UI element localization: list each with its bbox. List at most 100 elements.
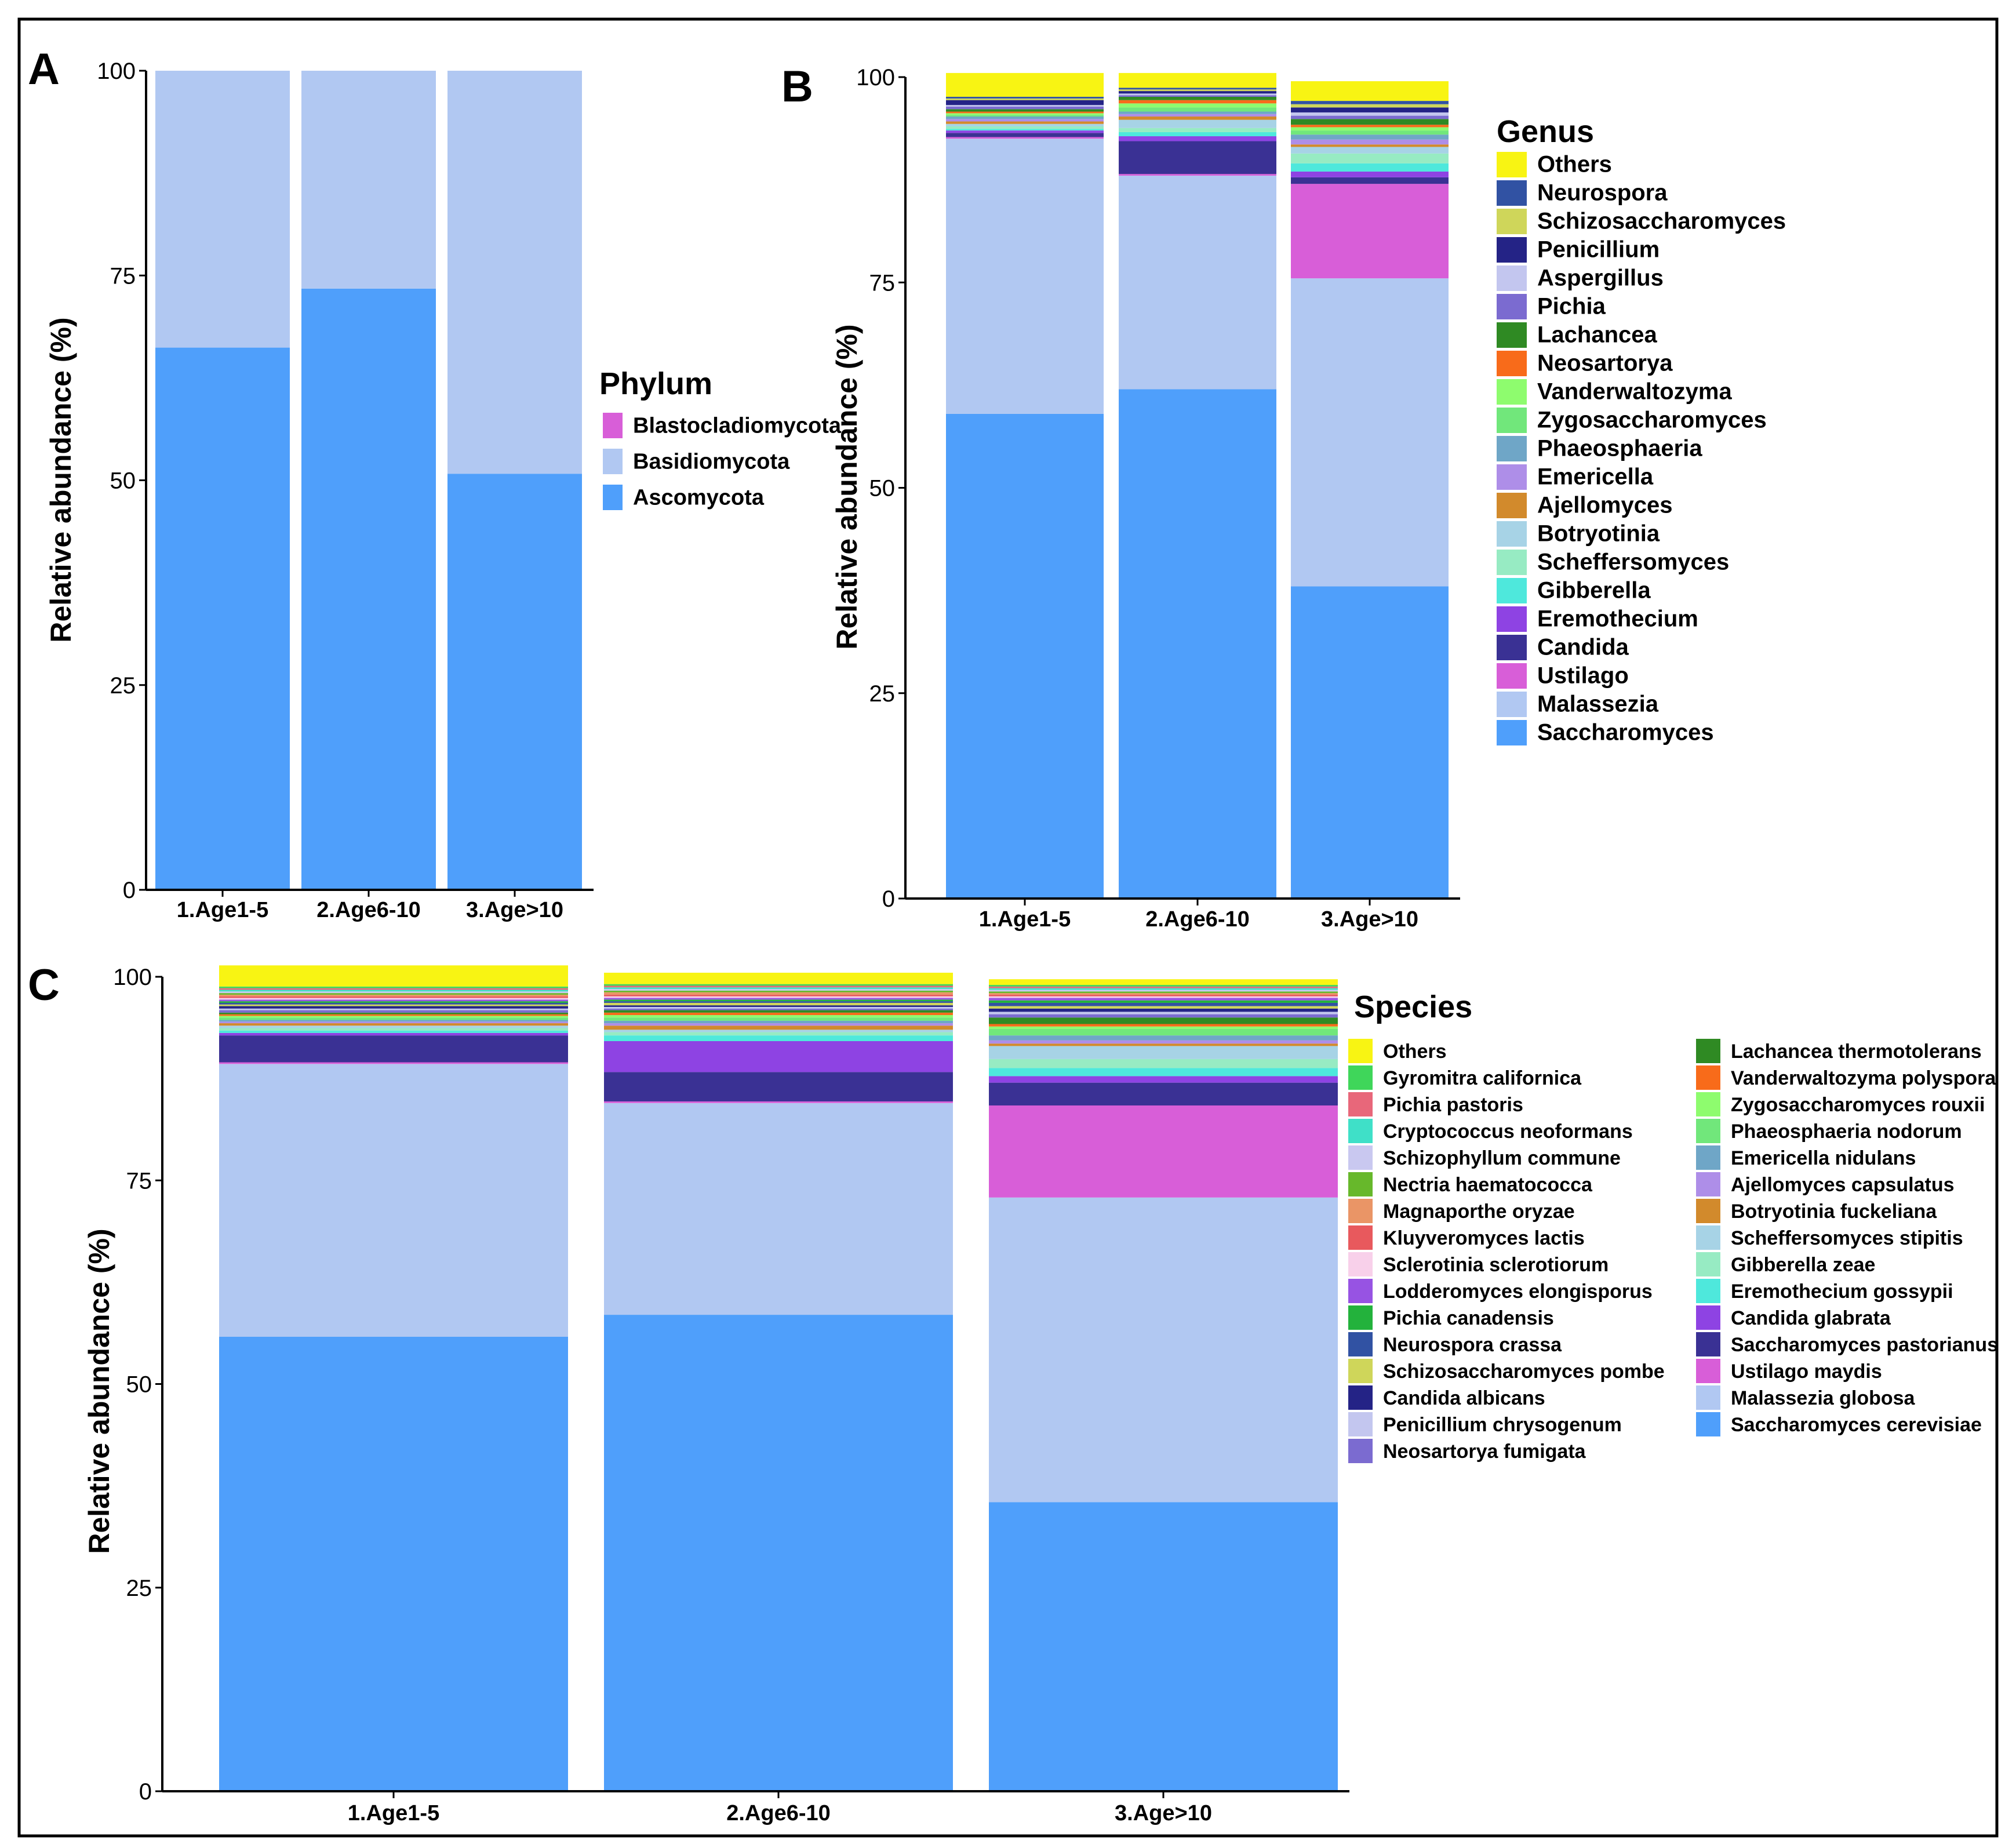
panel-b-bar-3-age-10-phaeosphaeria bbox=[1291, 134, 1449, 140]
panel-c-bar-3-age-10-phaeosphaeria-nodorum bbox=[989, 1028, 1338, 1036]
panel-c-legend-label-lodderomyces-elongisporus: Lodderomyces elongisporus bbox=[1383, 1281, 1653, 1303]
panel-b-bar-1-age1-5-emericella bbox=[946, 119, 1104, 122]
panel-c-bar-3-age-10-emericella-nidulans bbox=[989, 1035, 1338, 1041]
panel-a-y-tick-label-25: 25 bbox=[110, 673, 136, 699]
panel-c-bar-2-age6-10-penicillium-chrysogenum bbox=[604, 1006, 953, 1009]
panel-c-legend-label-magnaporthe-oryzae: Magnaporthe oryzae bbox=[1383, 1201, 1575, 1223]
panel-c-x-tick-label-2-age6-10: 2.Age6-10 bbox=[726, 1801, 831, 1825]
panel-b-bar-1-age1-5-botryotinia bbox=[946, 123, 1104, 127]
panel-b-legend-title: Genus bbox=[1497, 114, 1594, 149]
panel-b-chart: 0 25 50 75 100 1.Age1-5 2.Age6-10 3.Age>10 Relat… bbox=[831, 65, 1786, 932]
panel-a-bar-1-age1-5-ascomycota bbox=[155, 347, 290, 890]
panel-c-legend-label-phaeosphaeria-nodorum: Phaeosphaeria nodorum bbox=[1731, 1121, 1962, 1143]
panel-c-y-tick-label-75: 75 bbox=[126, 1168, 152, 1194]
panel-c-bar-1-age1-5-phaeosphaeria-nodorum bbox=[219, 1017, 568, 1020]
panel-c-bar-3-age-10-malassezia-globosa bbox=[989, 1197, 1338, 1503]
panel-b-y-axis-label: Relative abundance (%) bbox=[831, 324, 863, 649]
panel-b-bar-1-age1-5-pichia bbox=[946, 107, 1104, 110]
panel-b-legend-label-pichia: Pichia bbox=[1537, 293, 1606, 319]
panel-c-bar-2-age6-10-malassezia-globosa bbox=[604, 1103, 953, 1315]
panel-b-legend-swatch-penicillium bbox=[1497, 237, 1527, 263]
panel-c-legend-swatch-emericella-nidulans bbox=[1696, 1145, 1720, 1170]
panel-b-bar-2-age6-10-zygosaccharomyces bbox=[1119, 107, 1276, 112]
panel-a-legend-swatch-blastocladiomycota bbox=[603, 413, 623, 438]
panel-b-bar-1-age1-5-malassezia bbox=[946, 139, 1104, 414]
panel-b-bar-2-age6-10-penicillium bbox=[1119, 91, 1276, 94]
panel-c-legend-label-cryptococcus-neoformans: Cryptococcus neoformans bbox=[1383, 1121, 1633, 1143]
panel-c-legend-swatch-ajellomyces-capsulatus bbox=[1696, 1172, 1720, 1196]
panel-c-bar-3-age-10-nectria-haematococca bbox=[989, 991, 1338, 994]
panel-b-bar-1-age1-5-penicillium bbox=[946, 100, 1104, 106]
panel-b-legend-label-scheffersomyces: Scheffersomyces bbox=[1537, 549, 1729, 574]
panel-c-bar-1-age1-5-others bbox=[219, 965, 568, 987]
panel-b-bar-3-age-10-neurospora bbox=[1291, 101, 1449, 104]
panel-a-legend-label-ascomycota: Ascomycota bbox=[633, 485, 765, 510]
panel-b-bar-2-age6-10-lachancea bbox=[1119, 97, 1276, 100]
panel-c-bar-3-age-10-candida-glabrata bbox=[989, 1076, 1338, 1083]
panel-c-bar-2-age6-10-botryotinia-fuckeliana bbox=[604, 1025, 953, 1030]
panel-c-legend-swatch-scheffersomyces-stipitis bbox=[1696, 1225, 1720, 1250]
panel-c-legend-label-sclerotinia-sclerotiorum: Sclerotinia sclerotiorum bbox=[1383, 1254, 1609, 1276]
panel-c-bar-3-age-10-penicillium-chrysogenum bbox=[989, 1012, 1338, 1014]
panel-b-bar-2-age6-10-vanderwaltozyma bbox=[1119, 103, 1276, 108]
panel-a-y-tick-label-0: 0 bbox=[123, 878, 136, 903]
panel-c-legend-swatch-neosartorya-fumigata bbox=[1348, 1439, 1373, 1463]
panel-letter-a: A bbox=[28, 45, 60, 94]
panel-c-legend-label-neosartorya-fumigata: Neosartorya fumigata bbox=[1383, 1441, 1586, 1463]
panel-c-bar-3-age-10-ustilago-maydis bbox=[989, 1105, 1338, 1198]
panel-b-legend-label-gibberella: Gibberella bbox=[1537, 577, 1651, 603]
panel-b-bar-1-age1-5-candida bbox=[946, 133, 1104, 137]
panel-b-bar-3-age-10-zygosaccharomyces bbox=[1291, 130, 1449, 135]
panel-a-bar-3-age-10-ascomycota bbox=[447, 474, 582, 890]
panel-c-legend-label-schizophyllum-commune: Schizophyllum commune bbox=[1383, 1147, 1621, 1169]
panel-c-bar-3-age-10-vanderwaltozyma-polyspora bbox=[989, 1024, 1338, 1027]
panel-c-bar-1-age1-5-malassezia-globosa bbox=[219, 1064, 568, 1337]
panel-b-bar-3-age-10-ustilago bbox=[1291, 184, 1449, 279]
panel-c-bar-2-age6-10-eremothecium-gossypii bbox=[604, 1035, 953, 1041]
panel-c-bar-2-age6-10-saccharomyces-cerevisiae bbox=[604, 1315, 953, 1791]
panel-b-bar-1-age1-5-phaeosphaeria bbox=[946, 117, 1104, 119]
panel-c-bar-2-age6-10-sclerotinia-sclerotiorum bbox=[604, 996, 953, 998]
panel-c-legend-label-candida-glabrata: Candida glabrata bbox=[1731, 1307, 1891, 1329]
panel-c-legend-label-neurospora-crassa: Neurospora crassa bbox=[1383, 1334, 1562, 1356]
panel-b-bar-1-age1-5-lachancea bbox=[946, 109, 1104, 112]
panel-b-bar-3-age-10-lachancea bbox=[1291, 119, 1449, 125]
panel-c-legend-label-vanderwaltozyma-polyspora: Vanderwaltozyma polyspora bbox=[1731, 1067, 1996, 1089]
panel-c-bar-3-age-10-eremothecium-gossypii bbox=[989, 1068, 1338, 1076]
panel-c-legend-swatch-nectria-haematococca bbox=[1348, 1172, 1373, 1196]
panel-c-bar-2-age6-10-neosartorya-fumigata bbox=[604, 1008, 953, 1010]
panel-b-legend-label-others: Others bbox=[1537, 151, 1612, 177]
panel-b-legend-label-vanderwaltozyma: Vanderwaltozyma bbox=[1537, 379, 1732, 404]
panel-b-bar-1-age1-5-vanderwaltozyma bbox=[946, 113, 1104, 115]
panel-b-legend-swatch-eremothecium bbox=[1497, 606, 1527, 632]
panel-c-bar-2-age6-10-schizophyllum-commune bbox=[604, 989, 953, 991]
panel-b-bar-2-age6-10-ustilago bbox=[1119, 174, 1276, 176]
panel-b-x-tick-label-1-age1-5: 1.Age1-5 bbox=[979, 907, 1071, 932]
panel-c-bar-3-age-10-botryotinia-fuckeliana bbox=[989, 1043, 1338, 1046]
panel-b-legend-label-aspergillus: Aspergillus bbox=[1537, 265, 1664, 290]
panel-c-bar-1-age1-5-cryptococcus-neoformans bbox=[219, 990, 568, 992]
panel-c-bar-2-age6-10-pichia-canadensis bbox=[604, 999, 953, 1002]
panel-a-y-tick-label-100: 100 bbox=[97, 59, 136, 84]
panel-c-bar-3-age-10-kluyveromyces-lactis bbox=[989, 994, 1338, 996]
panel-c-legend-swatch-kluyveromyces-lactis bbox=[1348, 1225, 1373, 1250]
panel-c-bar-1-age1-5-kluyveromyces-lactis bbox=[219, 996, 568, 998]
panel-c-legend-label-kluyveromyces-lactis: Kluyveromyces lactis bbox=[1383, 1227, 1585, 1249]
panel-c-legend-swatch-gyromitra-californica bbox=[1348, 1065, 1373, 1090]
panel-b-legend-swatch-saccharomyces bbox=[1497, 720, 1527, 745]
panel-c-bar-2-age6-10-zygosaccharomyces-rouxii bbox=[604, 1015, 953, 1018]
panel-b-legend-label-penicillium: Penicillium bbox=[1537, 237, 1660, 262]
panel-a-legend-label-basidiomycota: Basidiomycota bbox=[633, 449, 790, 474]
panel-c-bar-1-age1-5-eremothecium-gossypii bbox=[219, 1030, 568, 1033]
panel-b-legend-swatch-gibberella bbox=[1497, 578, 1527, 603]
panel-c-legend-swatch-schizophyllum-commune bbox=[1348, 1145, 1373, 1170]
panel-c-x-tick-label-3-age-10: 3.Age>10 bbox=[1115, 1801, 1212, 1825]
panel-b-legend-swatch-neosartorya bbox=[1497, 351, 1527, 376]
panel-c-bar-3-age-10-gibberella-zeae bbox=[989, 1059, 1338, 1068]
panel-b-bar-2-age6-10-scheffersomyces bbox=[1119, 128, 1276, 132]
panel-b-bar-3-age-10-neosartorya bbox=[1291, 125, 1449, 128]
panel-c-bar-1-age1-5-lodderomyces-elongisporus bbox=[219, 999, 568, 1002]
panel-b-legend-swatch-botryotinia bbox=[1497, 521, 1527, 547]
panel-b-legend-swatch-schizosaccharomyces bbox=[1497, 209, 1527, 234]
panel-b-legend-label-emericella: Emericella bbox=[1537, 464, 1654, 489]
